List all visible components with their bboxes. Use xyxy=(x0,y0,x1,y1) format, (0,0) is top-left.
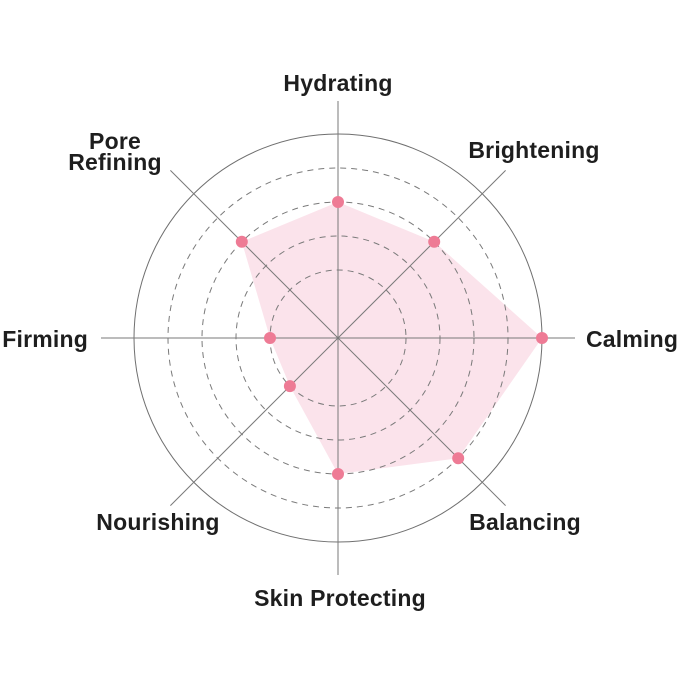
axis-line-nourishing xyxy=(170,337,339,506)
axis-line-pore-refining xyxy=(170,170,339,339)
axis-label-brightening: Brightening xyxy=(468,137,599,163)
axis-line-balancing xyxy=(337,337,506,506)
data-point-firming xyxy=(264,332,276,344)
data-point-calming xyxy=(536,332,548,344)
axis-label-skin-protecting: Skin Protecting xyxy=(254,585,426,611)
axis-line-brightening xyxy=(337,170,506,339)
axis-label-calming: Calming xyxy=(586,326,678,352)
data-point-brightening xyxy=(428,235,441,248)
axis-label-pore-refining: Pore Refining xyxy=(68,128,162,175)
data-point-skin-protecting xyxy=(332,468,344,480)
data-point-pore-refining xyxy=(235,235,248,248)
data-point-hydrating xyxy=(332,196,344,208)
axis-label-balancing: Balancing xyxy=(469,509,581,535)
data-point-balancing xyxy=(452,452,465,465)
axis-label-firming: Firming xyxy=(2,326,88,352)
data-point-nourishing xyxy=(283,380,296,393)
axis-label-hydrating: Hydrating xyxy=(283,70,392,96)
axis-label-nourishing: Nourishing xyxy=(96,509,219,535)
